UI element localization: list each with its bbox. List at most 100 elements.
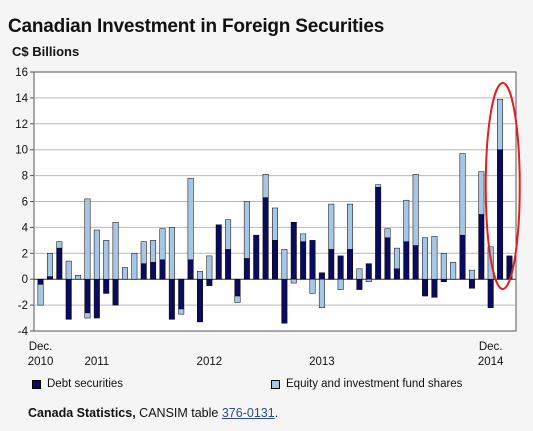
y-tick-label: 10	[15, 145, 28, 157]
debt-bar	[468, 278, 475, 289]
debt-bar	[103, 278, 110, 294]
equity-bar	[393, 247, 400, 270]
equity-bar	[168, 227, 175, 280]
equity-bar	[459, 153, 466, 236]
debt-bar	[328, 249, 335, 280]
equity-bar	[46, 253, 53, 277]
debt-bar	[281, 278, 288, 324]
debt-bar	[375, 187, 382, 280]
debt-bar	[347, 249, 353, 280]
debt-bar	[309, 240, 316, 280]
debt-bar	[440, 278, 447, 283]
equity-bar	[497, 98, 504, 150]
equity-bar	[234, 295, 241, 303]
debt-bar	[46, 276, 53, 280]
equity-bar	[375, 184, 382, 188]
debt-bar	[206, 278, 213, 286]
debt-bar	[140, 263, 147, 280]
x-tick-label: Dec.	[479, 341, 503, 353]
x-tick-label: 2014	[478, 356, 504, 368]
equity-bar	[206, 255, 213, 280]
equity-bar	[150, 240, 157, 263]
highlight-ellipse	[484, 82, 521, 290]
equity-bar	[243, 201, 250, 259]
equity-bar	[262, 174, 269, 198]
equity-bar	[140, 241, 147, 264]
debt-bar	[272, 240, 278, 280]
debt-bar	[168, 278, 175, 320]
equity-bar	[412, 174, 419, 246]
equity-bar	[197, 271, 203, 280]
equity-bar	[281, 249, 288, 280]
equity-bar	[318, 278, 325, 308]
equity-bar	[65, 260, 72, 280]
debt-bar	[225, 249, 232, 280]
chart-title: Canadian Investment in Foreign Securitie…	[8, 16, 385, 37]
legend-debt: Debt securities	[32, 378, 123, 390]
equity-bar	[328, 203, 335, 250]
debt-bar	[403, 241, 410, 280]
equity-bar	[384, 228, 391, 239]
debt-bar	[318, 272, 325, 280]
y-tick-label: 16	[15, 67, 28, 79]
debt-bar	[431, 278, 438, 298]
debt-bar	[150, 262, 157, 280]
equity-bar	[178, 308, 185, 315]
y-tick-label: -4	[18, 326, 29, 338]
legend-equity-swatch	[271, 379, 280, 389]
equity-bar	[225, 219, 232, 250]
source-text: CANSIM table	[139, 406, 219, 420]
debt-bar	[37, 278, 44, 285]
debt-bar	[478, 214, 485, 280]
equity-bar	[37, 284, 44, 306]
equity-bar	[431, 236, 438, 280]
legend-equity-label: Equity and investment fund shares	[286, 378, 463, 390]
equity-bar	[159, 228, 166, 261]
debt-bar	[178, 278, 185, 310]
debt-bar	[365, 263, 372, 280]
debt-bar	[290, 221, 297, 280]
debt-bar	[215, 224, 222, 280]
source-period: .	[274, 406, 279, 420]
legend-debt-swatch	[32, 379, 41, 389]
equity-bar	[112, 221, 119, 280]
x-tick-label: 2013	[309, 356, 335, 368]
x-tick-label: 2012	[197, 356, 223, 368]
debt-bar	[187, 259, 194, 280]
y-tick-label: 14	[15, 93, 28, 105]
x-tick-label: 2011	[84, 356, 109, 368]
debt-bar	[253, 234, 260, 280]
equity-bar	[103, 240, 110, 280]
y-tick-label: 12	[15, 119, 28, 131]
debt-bar	[422, 278, 429, 297]
debt-bar	[300, 241, 307, 280]
equity-bar	[478, 171, 485, 215]
equity-bar	[300, 233, 307, 242]
equity-bar	[337, 278, 344, 290]
debt-bar	[197, 278, 203, 323]
debt-bar	[112, 278, 119, 306]
equity-bar	[131, 253, 138, 280]
cansim-table-link[interactable]: 376-0131	[221, 406, 275, 420]
equity-bar	[56, 241, 63, 249]
equity-bar	[84, 312, 91, 319]
y-tick-label: 0	[22, 274, 28, 286]
debt-bar	[356, 278, 363, 290]
debt-bar	[243, 258, 250, 280]
units-label: C$ Billions	[12, 44, 80, 59]
source-org: Canada Statistics,	[28, 406, 136, 420]
x-tick-label: 2010	[28, 356, 54, 368]
equity-bar	[187, 177, 194, 261]
y-tick-label: -2	[18, 300, 28, 312]
equity-bar	[84, 198, 91, 280]
debt-bar	[84, 278, 91, 314]
y-tick-label: 4	[22, 222, 29, 234]
equity-bar	[121, 267, 128, 280]
debt-bar	[487, 278, 494, 308]
equity-bar	[309, 278, 316, 294]
equity-bar	[440, 253, 447, 280]
debt-bar	[159, 259, 166, 280]
debt-bar	[337, 255, 344, 280]
debt-bar	[234, 278, 241, 297]
debt-bar	[459, 234, 466, 280]
